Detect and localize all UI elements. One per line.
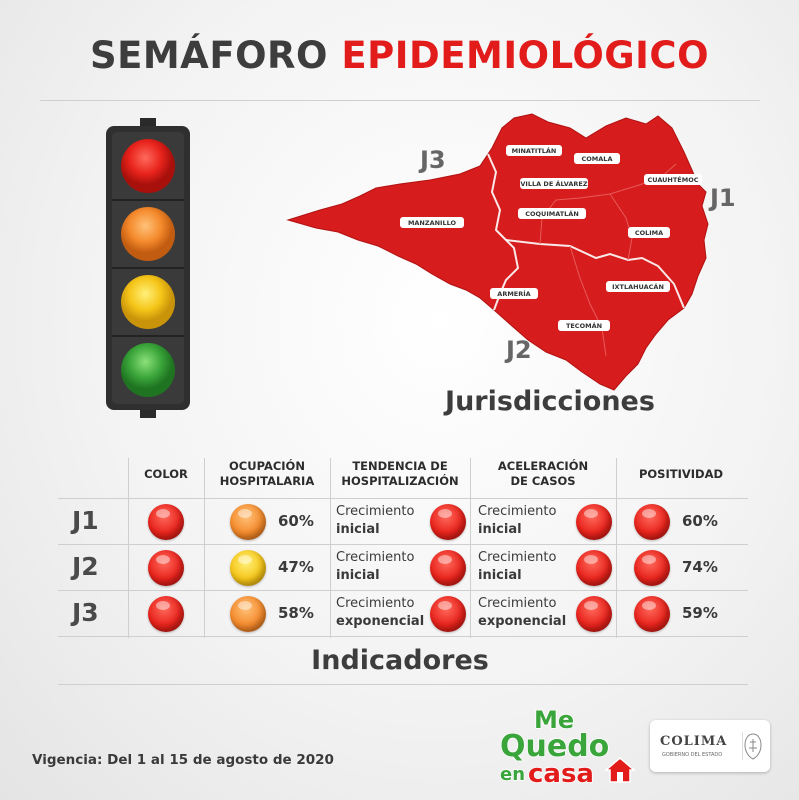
colima-logo-text: COLIMA — [660, 734, 728, 749]
map-label: MINATITLÁN — [512, 146, 557, 155]
tendencia-value: Crecimiento inicial — [336, 504, 415, 537]
color-red-icon — [576, 596, 612, 632]
color-red-icon — [634, 550, 670, 586]
color-red-icon — [430, 550, 466, 586]
house-icon — [603, 757, 637, 783]
header-ocupacion: OCUPACIÓN HOSPITALARIA — [219, 459, 315, 488]
color-red-icon — [634, 504, 670, 540]
logo-word-en: en — [500, 764, 525, 785]
map-label: MANZANILLO — [408, 219, 457, 227]
ocupacion-value: 47% — [278, 558, 314, 576]
row-label: J2 — [72, 552, 99, 581]
map-label: COQUIMATLÁN — [525, 209, 579, 218]
color-red-icon — [576, 504, 612, 540]
color-red-icon — [576, 550, 612, 586]
jurisdiction-label-j3: J3 — [418, 146, 446, 174]
map-label: COMALA — [582, 155, 613, 163]
aceleracion-value: Crecimiento exponencial — [478, 596, 567, 629]
positividad-value: 59% — [682, 604, 718, 622]
logo-word-casa: casa — [528, 759, 594, 789]
map-label: COLIMA — [635, 229, 663, 237]
colima-state-shape — [286, 113, 709, 391]
table-row: J1 60% Crecimiento inicial Crecimiento ini… — [58, 500, 748, 546]
color-red-icon — [148, 596, 184, 632]
indicadores-heading: Indicadores — [311, 645, 489, 676]
tendencia-value: Crecimiento inicial — [336, 550, 415, 583]
positividad-value: 60% — [682, 512, 718, 530]
ocupacion-value: 58% — [278, 604, 314, 622]
color-red-icon — [148, 550, 184, 586]
map-label: ARMERÍA — [497, 289, 530, 298]
red-light-icon — [121, 139, 175, 193]
yellow-light-icon — [121, 275, 175, 329]
map-label: IXTLAHUACÁN — [612, 282, 664, 291]
color-orange-icon — [230, 596, 266, 632]
row-label: J1 — [72, 506, 99, 535]
colima-government-logo: COLIMA GOBIERNO DEL ESTADO — [650, 720, 770, 772]
row-label: J3 — [72, 598, 99, 627]
page-title: SEMÁFORO EPIDEMIOLÓGICO — [0, 34, 799, 77]
colima-map: MINATITLÁN COMALA CUAUHTÉMOC VILLA DE ÁL… — [286, 113, 736, 391]
jurisdicciones-heading: Jurisdicciones — [445, 386, 655, 417]
logo-word-me: Me — [534, 706, 574, 734]
title-part2: EPIDEMIOLÓGICO — [341, 34, 710, 77]
tendencia-value: Crecimiento exponencial — [336, 596, 425, 629]
color-red-icon — [148, 504, 184, 540]
map-label: TECOMÁN — [566, 321, 602, 330]
table-row: J2 47% Crecimiento inicial Crecimiento ini… — [58, 546, 748, 592]
jurisdiction-label-j2: J2 — [504, 336, 532, 364]
logo-word-quedo: Quedo — [500, 729, 609, 764]
aceleracion-value: Crecimiento inicial — [478, 550, 557, 583]
me-quedo-en-casa-logo: Me Quedo en casa — [499, 705, 637, 790]
header-positividad: POSITIVIDAD — [638, 466, 724, 481]
aceleracion-value: Crecimiento inicial — [478, 504, 557, 537]
color-yellow-icon — [230, 550, 266, 586]
color-orange-icon — [230, 504, 266, 540]
orange-light-icon — [121, 207, 175, 261]
map-label: CUAUHTÉMOC — [647, 175, 698, 184]
header-tendencia: TENDENCIA DE HOSPITALIZACIÓN — [341, 459, 459, 488]
color-red-icon — [430, 596, 466, 632]
table-row: J3 58% Crecimiento exponencial Crecimient… — [58, 592, 748, 638]
color-red-icon — [634, 596, 670, 632]
color-red-icon — [430, 504, 466, 540]
title-divider — [40, 100, 760, 101]
indicadores-divider — [58, 684, 748, 685]
vigencia-text: Vigencia: Del 1 al 15 de agosto de 2020 — [32, 752, 334, 768]
positividad-value: 74% — [682, 558, 718, 576]
map-label: VILLA DE ÁLVAREZ — [520, 179, 587, 188]
title-part1: SEMÁFORO — [89, 34, 328, 77]
state-seal-icon — [742, 732, 762, 760]
green-light-icon — [121, 343, 175, 397]
ocupacion-value: 60% — [278, 512, 314, 530]
jurisdiction-label-j1: J1 — [708, 184, 736, 212]
traffic-light-icon — [106, 118, 190, 418]
colima-logo-subtext: GOBIERNO DEL ESTADO — [662, 752, 723, 758]
header-color: COLOR — [144, 466, 188, 481]
header-aceleracion: ACELERACIÓN DE CASOS — [497, 459, 589, 488]
